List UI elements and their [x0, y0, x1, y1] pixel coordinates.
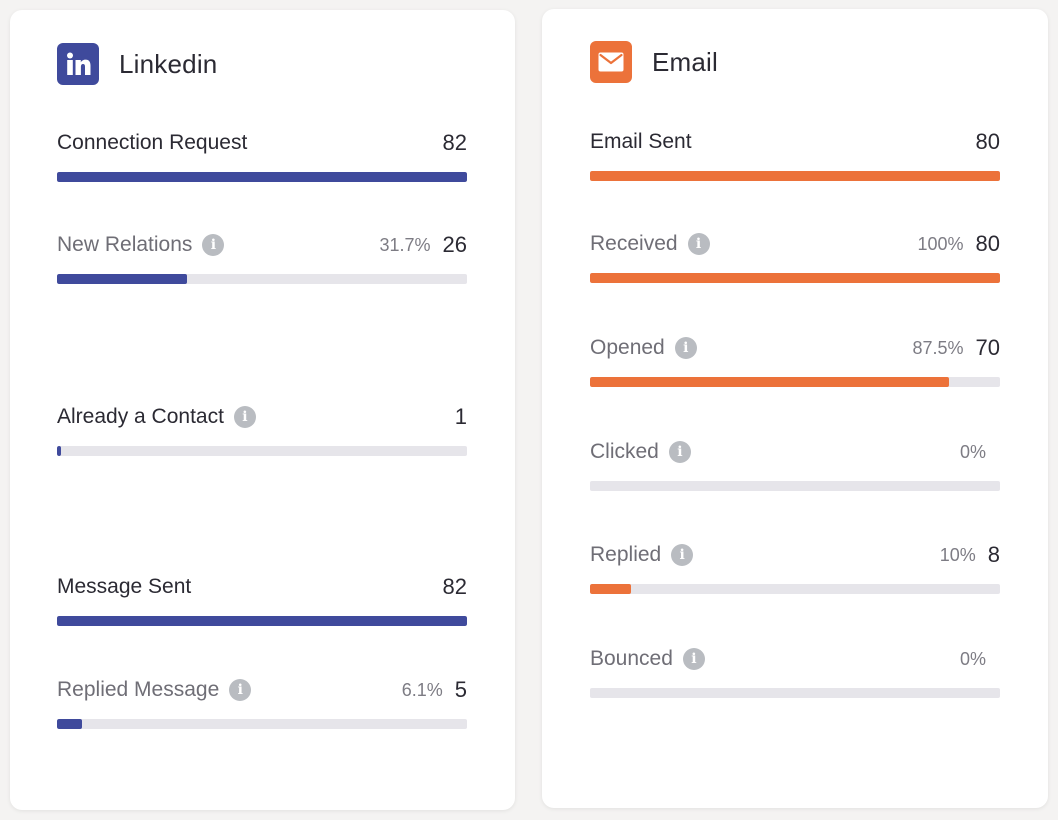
info-icon[interactable]: i: [671, 544, 694, 566]
metric-count: 8: [987, 542, 1000, 567]
metric-count: 70: [975, 335, 1000, 360]
metric-percent: 100%: [917, 233, 964, 254]
info-icon[interactable]: i: [687, 233, 710, 255]
metric-label: Bounced: [590, 647, 673, 670]
email-card-header: Email: [590, 41, 718, 83]
metric-label: Replied Message: [57, 678, 220, 701]
email-stats-card: Email Email Sent 80 Received i 100% 80 O…: [542, 9, 1048, 808]
metric-label: Replied: [590, 543, 662, 566]
metric-label: Already a Contact: [57, 405, 224, 428]
progress-bar: [590, 688, 1000, 698]
metric-received: Received i 100% 80: [590, 229, 1000, 283]
progress-bar-fill: [590, 273, 1000, 283]
metric-percent: 0%: [959, 648, 986, 669]
metric-percent: 87.5%: [912, 337, 964, 358]
progress-bar-fill: [57, 616, 467, 626]
linkedin-card-title: Linkedin: [119, 48, 218, 79]
metric-label: Opened: [590, 336, 665, 359]
progress-bar: [57, 274, 467, 284]
metric-connection-request: Connection Request 82: [57, 128, 467, 182]
metric-email-sent: Email Sent 80: [590, 127, 1000, 181]
metric-count: 5: [454, 677, 467, 702]
metric-percent: 0%: [959, 441, 986, 462]
metric-count: 26: [442, 232, 467, 257]
metric-label: New Relations: [57, 233, 193, 256]
linkedin-stats-card: Linkedin Connection Request 82 New Relat…: [10, 10, 515, 810]
info-icon[interactable]: i: [668, 441, 691, 463]
metric-label: Connection Request: [57, 131, 248, 154]
progress-bar: [590, 273, 1000, 283]
metric-count: 82: [442, 574, 467, 599]
info-icon[interactable]: i: [674, 337, 697, 359]
metric-percent: 6.1%: [401, 679, 443, 700]
progress-bar: [57, 616, 467, 626]
metric-percent: 10%: [939, 544, 976, 565]
progress-bar: [590, 377, 1000, 387]
metric-label: Clicked: [590, 440, 659, 463]
envelope-icon: [590, 41, 632, 83]
progress-bar-fill: [590, 171, 1000, 181]
info-icon[interactable]: i: [202, 234, 225, 256]
info-icon[interactable]: i: [682, 648, 705, 670]
progress-bar: [57, 172, 467, 182]
progress-bar-fill: [57, 446, 61, 456]
metric-replied: Replied i 10% 8: [590, 540, 1000, 594]
metric-count: 1: [454, 404, 467, 429]
info-icon[interactable]: i: [229, 679, 252, 701]
metric-label: Received: [590, 232, 678, 255]
progress-bar-fill: [57, 719, 82, 729]
metric-bounced: Bounced i 0%: [590, 644, 1000, 698]
metric-percent: 31.7%: [379, 234, 431, 255]
metric-opened: Opened i 87.5% 70: [590, 333, 1000, 387]
metric-clicked: Clicked i 0%: [590, 437, 1000, 491]
progress-bar-fill: [57, 172, 467, 182]
metric-count: 80: [975, 231, 1000, 256]
linkedin-card-header: Linkedin: [57, 43, 217, 85]
progress-bar: [590, 481, 1000, 491]
progress-bar: [590, 171, 1000, 181]
progress-bar: [590, 584, 1000, 594]
email-card-title: Email: [652, 46, 719, 77]
metric-replied-message: Replied Message i 6.1% 5: [57, 675, 467, 729]
metric-label: Email Sent: [590, 130, 692, 153]
progress-bar-fill: [590, 584, 631, 594]
info-icon[interactable]: i: [233, 406, 256, 428]
linkedin-logo-icon: [57, 43, 99, 85]
metric-count: 80: [975, 129, 1000, 154]
progress-bar-fill: [590, 377, 949, 387]
metric-count: 82: [442, 130, 467, 155]
metric-message-sent: Message Sent 82: [57, 572, 467, 626]
progress-bar: [57, 446, 467, 456]
metric-already-a-contact: Already a Contact i 1: [57, 402, 467, 456]
metric-label: Message Sent: [57, 575, 192, 598]
progress-bar: [57, 719, 467, 729]
progress-bar-fill: [57, 274, 187, 284]
metric-new-relations: New Relations i 31.7% 26: [57, 230, 467, 284]
